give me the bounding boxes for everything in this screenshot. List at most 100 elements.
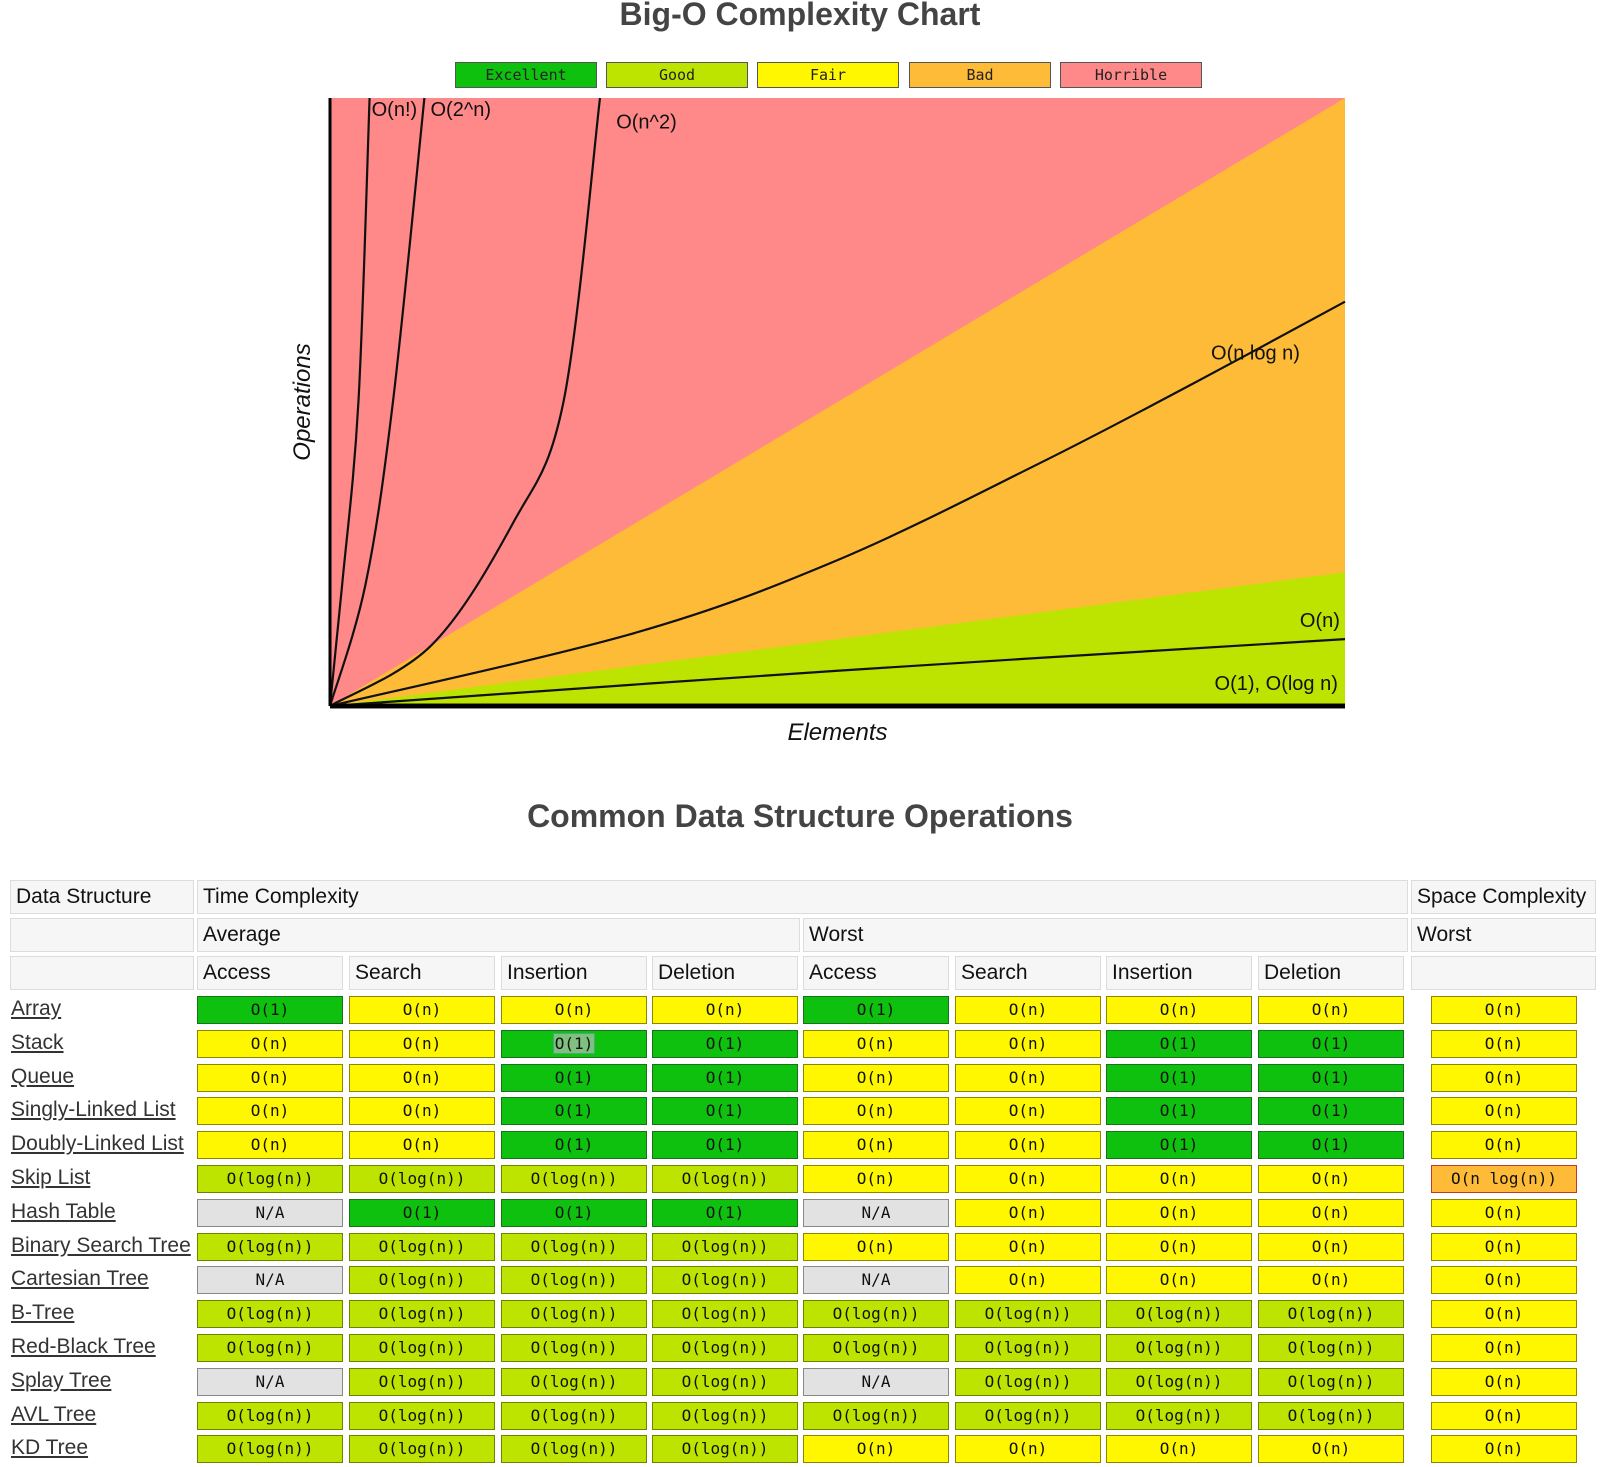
cell-queue-fair: O(n)	[1431, 1063, 1577, 1092]
annotation-o-n: O(n!)	[372, 99, 418, 121]
legend-excellent: Excellent	[455, 62, 597, 88]
cell-hash-table-excellent: O(1)	[652, 1198, 798, 1227]
row-link-singly-linked-list[interactable]: Singly-Linked List	[11, 1098, 176, 1122]
cell-array-excellent: O(1)	[197, 996, 343, 1024]
cell-array-fair: O(n)	[955, 996, 1101, 1024]
header-access-average: Access	[197, 956, 343, 990]
row-link-array[interactable]: Array	[11, 997, 62, 1020]
annotation-o-n-2: O(n^2)	[616, 111, 677, 133]
row-link-skip-list[interactable]: Skip List	[11, 1166, 91, 1189]
cell-doubly-linked-list-fair: O(n)	[955, 1131, 1101, 1160]
cell-doubly-linked-list-excellent: O(1)	[1106, 1131, 1252, 1160]
cell-skip-list-good: O(log(n))	[652, 1165, 798, 1193]
cell-hash-table-excellent: O(1)	[501, 1198, 647, 1227]
cell-b-tree-good: O(log(n))	[1106, 1300, 1252, 1329]
cell-b-tree-good: O(log(n))	[197, 1300, 343, 1329]
cell-splay-tree-good: O(log(n))	[1106, 1367, 1252, 1396]
cell-stack-fair: O(n)	[197, 1029, 343, 1058]
cell-avl-tree-good: O(log(n))	[501, 1401, 647, 1430]
cell-binary-search-tree-good: O(log(n))	[197, 1232, 343, 1261]
cell-stack-excellent: O(1)	[1258, 1029, 1404, 1058]
legend-bad: Bad	[909, 62, 1051, 88]
cell-skip-list-bad: O(n log(n))	[1431, 1165, 1577, 1193]
legend-fair: Fair	[757, 62, 899, 88]
cell-stack-fair: O(n)	[955, 1029, 1101, 1058]
cell-doubly-linked-list-fair: O(n)	[1431, 1131, 1577, 1160]
header-search-worst: Search	[955, 956, 1101, 990]
cell-cartesian-tree-good: O(log(n))	[652, 1266, 798, 1295]
row-link-kd-tree[interactable]: KD Tree	[11, 1436, 89, 1460]
region-bad	[330, 98, 1345, 706]
cell-cartesian-tree-fair: O(n)	[955, 1266, 1101, 1295]
cell-stack-fair: O(n)	[803, 1029, 949, 1058]
cell-doubly-linked-list-excellent: O(1)	[652, 1131, 798, 1160]
cell-kd-tree-good: O(log(n))	[652, 1435, 798, 1464]
header-empty	[10, 918, 194, 952]
legend-good: Good	[606, 62, 748, 88]
cell-cartesian-tree-fair: O(n)	[1106, 1266, 1252, 1295]
header-deletion-average: Deletion	[652, 956, 798, 990]
cell-splay-tree-na: N/A	[197, 1367, 343, 1396]
cell-skip-list-fair: O(n)	[1106, 1165, 1252, 1193]
row-link-binary-search-tree[interactable]: Binary Search Tree	[11, 1233, 191, 1257]
cell-cartesian-tree-good: O(log(n))	[501, 1266, 647, 1295]
row-link-avl-tree[interactable]: AVL Tree	[11, 1402, 97, 1426]
cell-skip-list-fair: O(n)	[955, 1165, 1101, 1193]
cell-singly-linked-list-fair: O(n)	[349, 1097, 495, 1126]
cell-kd-tree-good: O(log(n))	[349, 1435, 495, 1464]
cell-singly-linked-list-fair: O(n)	[803, 1097, 949, 1126]
row-link-cartesian-tree[interactable]: Cartesian Tree	[11, 1267, 149, 1291]
cell-b-tree-good: O(log(n))	[652, 1300, 798, 1329]
cell-stack-excellent: O(1)	[501, 1029, 647, 1058]
cell-avl-tree-good: O(log(n))	[1258, 1401, 1404, 1430]
cell-hash-table-na: N/A	[803, 1198, 949, 1227]
cell-hash-table-na: N/A	[197, 1198, 343, 1227]
annotation-o-1-o-log-n: O(1), O(log n)	[1215, 673, 1338, 695]
cell-binary-search-tree-good: O(log(n))	[501, 1232, 647, 1261]
row-link-b-tree[interactable]: B-Tree	[11, 1301, 75, 1325]
header-empty	[10, 956, 194, 990]
table-title: Common Data Structure Operations	[527, 798, 1073, 834]
header-space-worst: Worst	[1411, 918, 1596, 952]
cell-array-fair: O(n)	[501, 996, 647, 1024]
cell-red-black-tree-good: O(log(n))	[1258, 1334, 1404, 1362]
cell-skip-list-good: O(log(n))	[349, 1165, 495, 1193]
cell-singly-linked-list-excellent: O(1)	[1106, 1097, 1252, 1126]
row-link-splay-tree[interactable]: Splay Tree	[11, 1368, 112, 1392]
cell-cartesian-tree-good: O(log(n))	[349, 1266, 495, 1295]
cell-singly-linked-list-excellent: O(1)	[1258, 1097, 1404, 1126]
cell-skip-list-fair: O(n)	[803, 1165, 949, 1193]
header-deletion-worst: Deletion	[1258, 956, 1404, 990]
cell-red-black-tree-good: O(log(n))	[349, 1334, 495, 1362]
cell-queue-excellent: O(1)	[501, 1063, 647, 1092]
big-o-chart: O(n!) O(2^n) O(n^2) O(n log n) O(n) O(1), O(l…	[289, 97, 1346, 746]
cell-b-tree-good: O(log(n))	[501, 1300, 647, 1329]
header-search-average: Search	[349, 956, 495, 990]
header-access-worst: Access	[803, 956, 949, 990]
cell-splay-tree-good: O(log(n))	[349, 1367, 495, 1396]
series-o-n-log-n	[329, 300, 1346, 708]
cell-doubly-linked-list-excellent: O(1)	[501, 1131, 647, 1160]
cell-red-black-tree-good: O(log(n))	[652, 1334, 798, 1362]
row-link-doubly-linked-list[interactable]: Doubly-Linked List	[11, 1132, 184, 1156]
cell-avl-tree-good: O(log(n))	[652, 1401, 798, 1430]
cell-queue-fair: O(n)	[955, 1063, 1101, 1092]
row-link-red-black-tree[interactable]: Red-Black Tree	[11, 1335, 156, 1358]
header-empty	[1411, 956, 1596, 990]
legend-horrible: Horrible	[1060, 62, 1202, 88]
cell-singly-linked-list-fair: O(n)	[955, 1097, 1101, 1126]
cell-doubly-linked-list-fair: O(n)	[803, 1131, 949, 1160]
row-link-queue[interactable]: Queue	[11, 1064, 75, 1088]
cell-binary-search-tree-good: O(log(n))	[349, 1232, 495, 1261]
row-link-hash-table[interactable]: Hash Table	[11, 1199, 116, 1223]
cell-avl-tree-fair: O(n)	[1431, 1401, 1577, 1430]
cell-binary-search-tree-fair: O(n)	[955, 1232, 1101, 1261]
row-link-stack[interactable]: Stack	[11, 1030, 64, 1054]
cell-kd-tree-fair: O(n)	[803, 1435, 949, 1464]
cell-singly-linked-list-excellent: O(1)	[652, 1097, 798, 1126]
cell-hash-table-fair: O(n)	[1258, 1198, 1404, 1227]
header-insertion-average: Insertion	[501, 956, 647, 990]
cell-binary-search-tree-fair: O(n)	[1258, 1232, 1404, 1261]
cell-skip-list-good: O(log(n))	[501, 1165, 647, 1193]
cell-singly-linked-list-fair: O(n)	[1431, 1097, 1577, 1126]
